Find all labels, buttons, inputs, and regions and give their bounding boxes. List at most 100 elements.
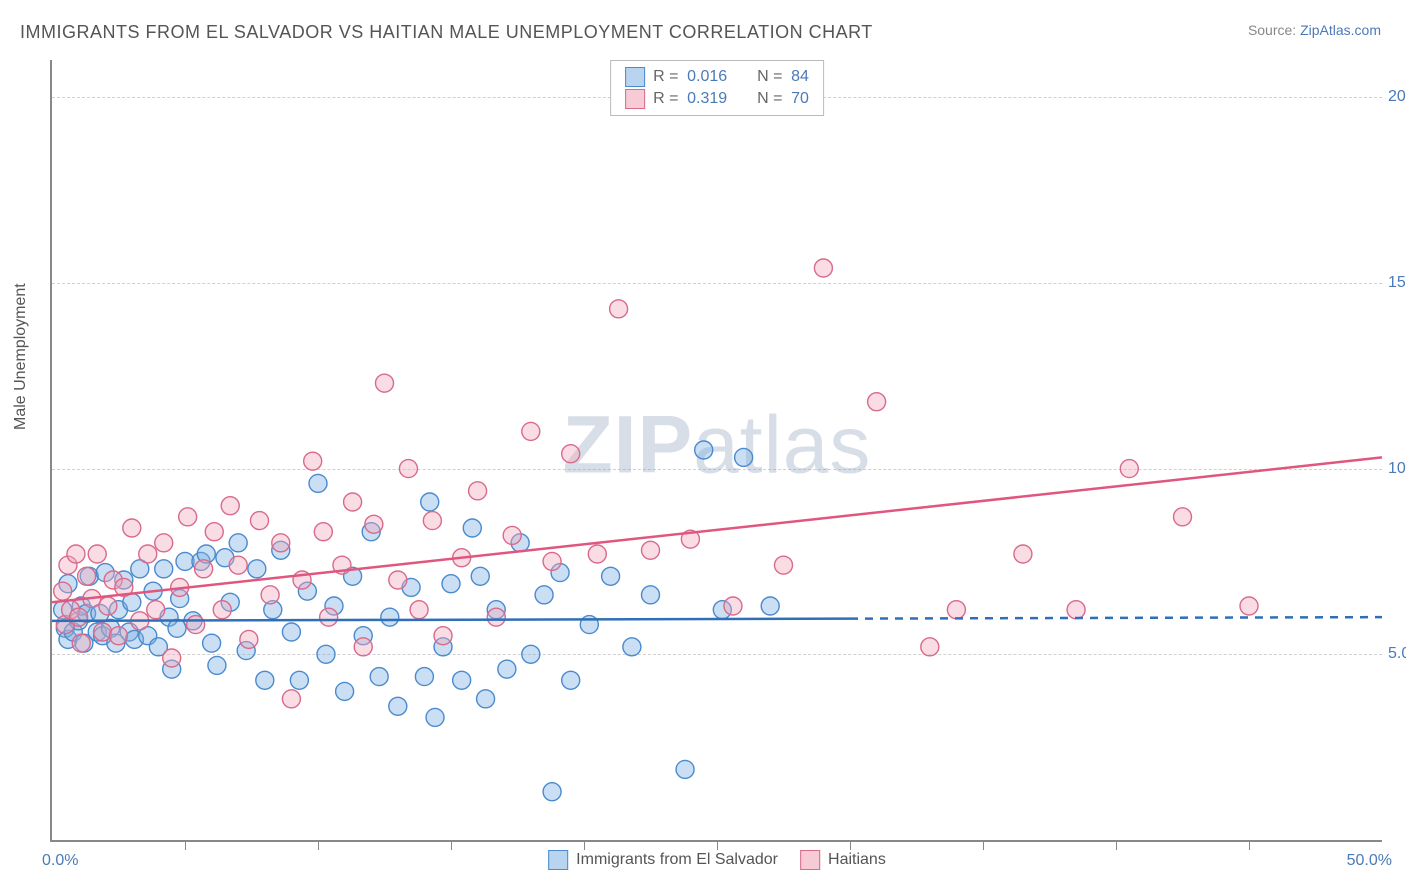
data-point-blue xyxy=(370,668,388,686)
swatch-pink xyxy=(800,850,820,870)
source-label: Source: xyxy=(1248,22,1300,38)
data-point-pink xyxy=(503,526,521,544)
data-point-pink xyxy=(123,519,141,537)
data-point-pink xyxy=(814,259,832,277)
r-label: R = xyxy=(653,88,679,110)
data-point-pink xyxy=(54,582,72,600)
data-point-blue xyxy=(562,671,580,689)
data-point-pink xyxy=(240,630,258,648)
data-point-pink xyxy=(250,512,268,530)
x-tick xyxy=(983,840,984,850)
data-point-pink xyxy=(187,616,205,634)
swatch-pink xyxy=(625,89,645,109)
legend-row-pink: R = 0.319 N = 70 xyxy=(625,88,809,110)
x-tick xyxy=(451,840,452,850)
data-point-blue xyxy=(761,597,779,615)
data-point-blue xyxy=(381,608,399,626)
data-point-pink xyxy=(642,541,660,559)
data-point-blue xyxy=(522,645,540,663)
x-tick xyxy=(1249,840,1250,850)
data-point-pink xyxy=(344,493,362,511)
data-point-blue xyxy=(317,645,335,663)
data-point-blue xyxy=(290,671,308,689)
data-point-pink xyxy=(775,556,793,574)
data-point-blue xyxy=(168,619,186,637)
data-point-pink xyxy=(155,534,173,552)
data-point-pink xyxy=(221,497,239,515)
data-point-pink xyxy=(88,545,106,563)
data-point-blue xyxy=(642,586,660,604)
legend-row-blue: R = 0.016 N = 84 xyxy=(625,66,809,88)
x-axis-max-label: 50.0% xyxy=(1347,852,1392,870)
legend-item-blue: Immigrants from El Salvador xyxy=(548,850,778,870)
data-point-pink xyxy=(921,638,939,656)
data-point-blue xyxy=(623,638,641,656)
x-tick xyxy=(717,840,718,850)
data-point-pink xyxy=(67,545,85,563)
data-point-pink xyxy=(543,552,561,570)
data-point-blue xyxy=(442,575,460,593)
data-point-pink xyxy=(1120,460,1138,478)
data-point-blue xyxy=(535,586,553,604)
y-tick-label: 5.0% xyxy=(1382,645,1406,663)
data-point-pink xyxy=(469,482,487,500)
correlation-legend: R = 0.016 N = 84 R = 0.319 N = 70 xyxy=(610,60,824,116)
data-point-blue xyxy=(676,760,694,778)
data-point-blue xyxy=(309,474,327,492)
source-value: ZipAtlas.com xyxy=(1300,22,1381,38)
data-point-pink xyxy=(399,460,417,478)
data-point-pink xyxy=(205,523,223,541)
data-point-pink xyxy=(389,571,407,589)
data-point-blue xyxy=(695,441,713,459)
trend-line-pink xyxy=(52,457,1382,602)
data-point-blue xyxy=(256,671,274,689)
data-point-pink xyxy=(304,452,322,470)
swatch-blue xyxy=(625,67,645,87)
legend-item-pink: Haitians xyxy=(800,850,886,870)
x-tick xyxy=(318,840,319,850)
x-tick xyxy=(185,840,186,850)
y-tick-label: 20.0% xyxy=(1382,88,1406,106)
data-point-pink xyxy=(487,608,505,626)
scatter-svg xyxy=(52,60,1382,840)
data-point-pink xyxy=(1067,601,1085,619)
data-point-blue xyxy=(735,448,753,466)
data-point-pink xyxy=(213,601,231,619)
data-point-pink xyxy=(376,374,394,392)
data-point-blue xyxy=(602,567,620,585)
data-point-blue xyxy=(471,567,489,585)
data-point-pink xyxy=(195,560,213,578)
data-point-pink xyxy=(610,300,628,318)
data-point-pink xyxy=(163,649,181,667)
data-point-pink xyxy=(562,445,580,463)
data-point-blue xyxy=(282,623,300,641)
r-value-pink: 0.319 xyxy=(687,88,743,110)
chart-title: IMMIGRANTS FROM EL SALVADOR VS HAITIAN M… xyxy=(20,22,873,43)
n-label: N = xyxy=(757,88,783,110)
series-legend: Immigrants from El Salvador Haitians xyxy=(548,850,886,870)
data-point-pink xyxy=(272,534,290,552)
data-point-blue xyxy=(498,660,516,678)
n-value-blue: 84 xyxy=(791,66,809,88)
data-point-pink xyxy=(94,623,112,641)
data-point-pink xyxy=(1014,545,1032,563)
data-point-blue xyxy=(229,534,247,552)
data-point-blue xyxy=(208,656,226,674)
data-point-blue xyxy=(336,682,354,700)
data-point-pink xyxy=(522,422,540,440)
x-axis-min-label: 0.0% xyxy=(42,852,78,870)
data-point-pink xyxy=(70,608,88,626)
data-point-pink xyxy=(179,508,197,526)
x-tick xyxy=(584,840,585,850)
data-point-pink xyxy=(410,601,428,619)
data-point-pink xyxy=(724,597,742,615)
data-point-pink xyxy=(947,601,965,619)
x-tick xyxy=(1116,840,1117,850)
data-point-pink xyxy=(1174,508,1192,526)
data-point-pink xyxy=(282,690,300,708)
data-point-blue xyxy=(426,708,444,726)
data-point-pink xyxy=(365,515,383,533)
data-point-pink xyxy=(314,523,332,541)
data-point-blue xyxy=(389,697,407,715)
n-label: N = xyxy=(757,66,783,88)
